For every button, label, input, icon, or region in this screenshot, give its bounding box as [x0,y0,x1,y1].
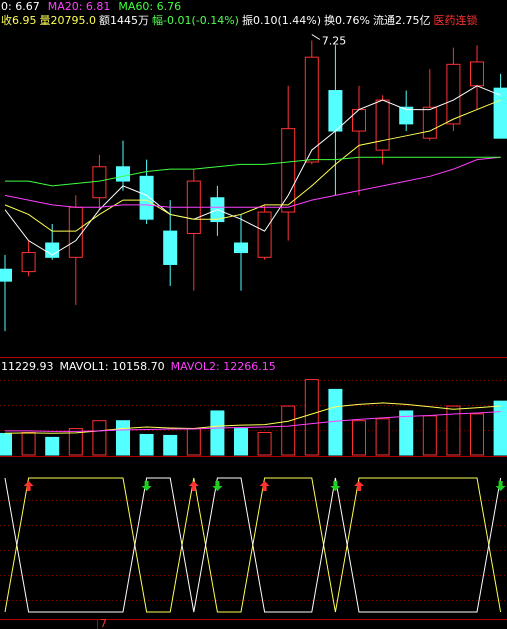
candle-body [45,242,60,258]
volume-bar [92,420,107,456]
buy-arrow [354,481,364,491]
candle-body [234,242,248,254]
volume-bar [446,405,461,456]
volume-bar [210,410,225,456]
volume-bar [493,400,507,456]
candle-body [68,206,83,258]
header-item: 换0.76% [324,13,370,27]
volume-bar [422,415,437,456]
candle-body [281,128,296,213]
volume-bar [0,432,12,456]
candle-body [116,166,130,182]
plot [0,40,507,613]
sell-arrow [141,481,152,491]
candle-body [21,252,36,273]
buy-arrow [259,481,270,491]
header-item: 医药连锁 [433,13,477,27]
candle-body [375,99,390,151]
volume-bar [234,428,248,456]
buy-arrow [188,481,199,491]
indicator-line [4,477,502,613]
header-item: 流通2.75亿 [373,13,431,27]
header-item: 量20795.0 [40,14,97,27]
sell-arrow [330,481,341,491]
buy-arrow [23,481,34,491]
candle-body [470,61,484,87]
ma-line [4,156,501,208]
x-label: 7 [100,617,107,629]
volume-bar [163,434,178,456]
candle-body [328,90,343,132]
candle-body [304,56,319,163]
volume-bar [470,413,484,456]
volume-bar [257,431,272,456]
volume-bar [116,420,130,456]
header-item: MAVOL1: 10158.70 [60,360,165,373]
candle-body [493,87,507,139]
ma-line [5,156,501,187]
volume-bar [68,428,83,456]
header-item: 幅-0.01(-0.14%) [152,14,239,27]
candle-body [0,268,12,282]
header-item: 额1445万 [99,14,149,27]
volume-bar [281,405,296,456]
candle-body [163,230,178,265]
volume-bar [304,379,319,456]
volume-bar [186,428,201,456]
sell-arrow [495,481,506,491]
candle-body [92,166,107,199]
volume-bar [45,436,60,456]
volume-bar [139,433,154,456]
header-item: 0: 6.67 [1,0,40,13]
candle-body [352,109,366,132]
ma-line [4,85,501,256]
annotation-arrow [311,34,321,40]
volume-bar [375,418,390,456]
volume-ma-line [5,411,501,432]
ma-line [4,99,501,232]
annotation: 7.25 [322,35,347,48]
header-item: 11229.93 [1,360,54,373]
volume-ma-line [4,402,501,434]
header-item: 振0.10(1.44%) [242,13,321,27]
candle-body [446,63,461,125]
overlay-text: 7.25 0: 6.67 MA20: 6.81 MA60: 6.76 收6.95 量207… [1,0,477,373]
volume-bar [399,410,414,456]
candle-body [139,175,154,220]
header-item: MAVOL2: 12266.15 [171,360,276,373]
volume-bar [21,431,36,456]
header-item: 收6.95 [1,13,37,27]
header-item: MA20: 6.81 [48,0,111,13]
volume-bar [352,420,366,456]
sell-arrow [212,481,223,491]
candle-body [257,211,272,258]
candle-body [422,106,437,139]
header-item: MA60: 6.76 [118,0,181,13]
candle-body [399,106,414,125]
